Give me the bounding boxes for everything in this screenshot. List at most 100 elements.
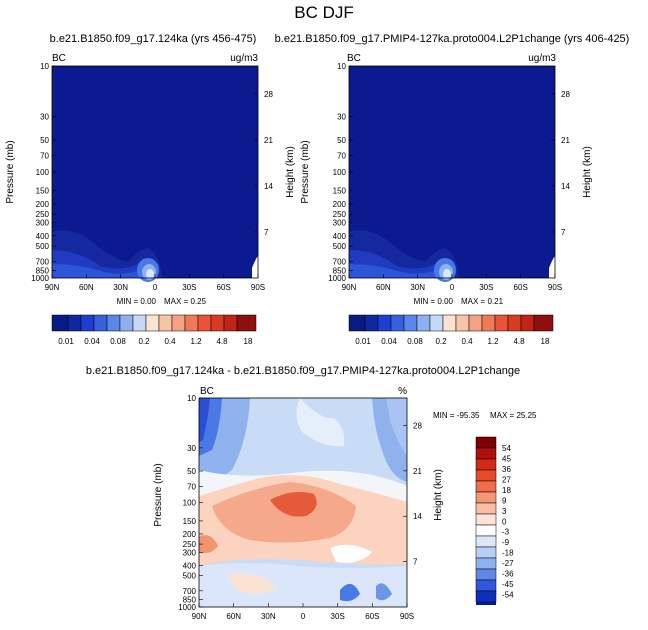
panel-3-colorbar-label: -9 — [502, 538, 510, 547]
panel-2-colorbar-label: 0.01 — [355, 337, 371, 346]
panel-3-ylabel: Pressure (mb) — [153, 463, 164, 526]
panel-1-ytick-label: 70 — [40, 152, 49, 161]
panel-3-colorbar-label: 54 — [502, 444, 511, 453]
panel-3-colorbar-label: -27 — [502, 559, 514, 568]
panel-2-ytick-label: 1000 — [328, 274, 346, 283]
panel-2-ytick-label: 700 — [333, 258, 347, 267]
panel-3-colorbar — [475, 436, 497, 605]
panel-3-colorbar-label: 3 — [502, 507, 507, 516]
panel-1-xtick-label: 30S — [182, 283, 196, 292]
panel-2-ytick-label: 200 — [333, 200, 347, 209]
panel-3-xtick-label: 30S — [331, 612, 345, 621]
panel-3-ytick-label: 10 — [187, 394, 196, 403]
panel-1-ytick-label: 400 — [36, 232, 50, 241]
panel-3-ytick-label: 850 — [183, 596, 197, 605]
panel-1-ytick-label: 300 — [36, 219, 50, 228]
panel-1-ylabel: Pressure (mb) — [5, 140, 16, 203]
panel-3-ytick-label: 700 — [183, 587, 197, 596]
panel-1-ytick-label: 50 — [40, 136, 49, 145]
panel-3: b.e21.B1850.f09_g17.124ka - b.e21.B1850.… — [86, 365, 537, 608]
panel-1-max: MAX = 0.25 — [164, 297, 207, 306]
panel-3-colorbar-label: 36 — [502, 465, 511, 474]
panel-3-ytick-label: 1000 — [178, 603, 196, 612]
panel-2-left-label: BC — [347, 53, 361, 64]
panel-2-colorbar-label: 18 — [541, 337, 550, 346]
panel-1-colorbar-label: 4.8 — [216, 337, 228, 346]
panel-3-ytick-label: 70 — [187, 482, 196, 491]
panel-3-left-label: BC — [200, 386, 214, 397]
panel-2-min: MIN = 0.00 — [414, 297, 454, 306]
panel-3-xtick-label: 60N — [226, 612, 241, 621]
panel-3-xtick-label: 30N — [261, 612, 276, 621]
panel-1-ytick-label: 150 — [36, 187, 50, 196]
panel-2-colorbar-label: 4.8 — [513, 337, 525, 346]
panel-3-colorbar-label: -45 — [502, 580, 514, 589]
panel-1-ytick-label: 10 — [40, 62, 49, 71]
panel-1-right-label: ug/m3 — [230, 53, 258, 64]
panel-1-colorbar-label: 0.08 — [110, 337, 126, 346]
panel-3-ytick-label: 200 — [183, 530, 197, 539]
panel-1-ytick-label: 100 — [36, 168, 50, 177]
panel-2-ytick-label: 150 — [333, 187, 347, 196]
panel-2-y2tick-label: 14 — [561, 182, 570, 191]
panel-3-xtick-label: 90N — [192, 612, 207, 621]
panel-1-ytick-label: 250 — [36, 210, 50, 219]
panel-1-xtick-label: 30N — [113, 283, 128, 292]
panel-3-ytick-label: 250 — [183, 540, 197, 549]
panel-3-min: MIN = -95.35 — [433, 411, 480, 420]
panel-1-colorbar-label: 0.01 — [58, 337, 74, 346]
panel-1-xtick-label: 90N — [45, 283, 60, 292]
panel-2-colorbar-label: 1.2 — [487, 337, 499, 346]
panel-3-ytick-label: 300 — [183, 548, 197, 557]
panel-2-y2label: Height (km) — [582, 146, 593, 198]
panel-1-ytick-label: 1000 — [31, 274, 49, 283]
panel-3-y2tick-label: 28 — [413, 421, 422, 430]
panel-2-ytick-label: 850 — [333, 267, 347, 276]
panel-2-right-label: ug/m3 — [528, 53, 556, 64]
panel-3-right-label: % — [398, 386, 407, 397]
panel-1-y2label: Height (km) — [285, 146, 296, 198]
panel-2-colorbar-label: 0.04 — [381, 337, 397, 346]
panel-2-y2tick-label: 28 — [561, 90, 570, 99]
panel-2-ytick-label: 250 — [333, 210, 347, 219]
panel-1-xtick-label: 90S — [251, 283, 265, 292]
panel-1-colorbar-label: 0.04 — [84, 337, 100, 346]
panel-3-y2tick-label: 14 — [413, 512, 422, 521]
panel-2-max: MAX = 0.21 — [461, 297, 504, 306]
panel-1-ytick-label: 500 — [36, 242, 50, 251]
panel-2-y2tick-label: 7 — [561, 228, 566, 237]
figure-title: BC DJF — [294, 3, 354, 22]
panel-1-xtick-label: 60S — [217, 283, 231, 292]
panel-2-xtick-label: 90N — [342, 283, 357, 292]
panel-2-ytick-label: 100 — [333, 168, 347, 177]
panel-3-colorbar-label: -36 — [502, 570, 514, 579]
panel-1-left-label: BC — [52, 53, 66, 64]
panel-2-xtick-label: 60N — [376, 283, 391, 292]
panel-2-xtick-label: 0 — [450, 283, 455, 292]
panel-2-title: b.e21.B1850.f09_g17.PMIP4-127ka.proto004… — [275, 33, 630, 45]
panel-3-ytick-label: 100 — [183, 499, 197, 508]
panel-2-xtick-label: 30S — [479, 283, 493, 292]
panel-2-y2tick-label: 21 — [561, 136, 570, 145]
panel-3-colorbar-label: 27 — [502, 475, 511, 484]
panel-3-colorbar-label: 45 — [502, 454, 511, 463]
panel-3-xtick-label: 90S — [400, 612, 414, 621]
panel-3-y2tick-label: 21 — [413, 467, 422, 476]
panel-2-ytick-label: 300 — [333, 219, 347, 228]
panel-2-ytick-label: 10 — [337, 62, 346, 71]
panel-1-colorbar-label: 0.4 — [164, 337, 176, 346]
panel-2-xtick-label: 90S — [548, 283, 562, 292]
panel-3-max: MAX = 25.25 — [490, 411, 537, 420]
panel-1-field — [51, 65, 259, 282]
panel-3-ytick-label: 500 — [183, 572, 197, 581]
panel-1-title: b.e21.B1850.f09_g17.124ka (yrs 456-475) — [50, 33, 257, 45]
panel-3-field — [198, 397, 408, 608]
panel-2-ytick-label: 500 — [333, 242, 347, 251]
panel-2-ylabel: Pressure (mb) — [300, 140, 311, 203]
panel-1-ytick-label: 30 — [40, 113, 49, 122]
panel-3-colorbar-label: -54 — [502, 591, 514, 600]
panel-1-xtick-label: 60N — [79, 283, 94, 292]
panel-3-colorbar-label: 0 — [502, 517, 507, 526]
panel-3-colorbar-label: -3 — [502, 528, 510, 537]
panel-2-ytick-label: 400 — [333, 232, 347, 241]
